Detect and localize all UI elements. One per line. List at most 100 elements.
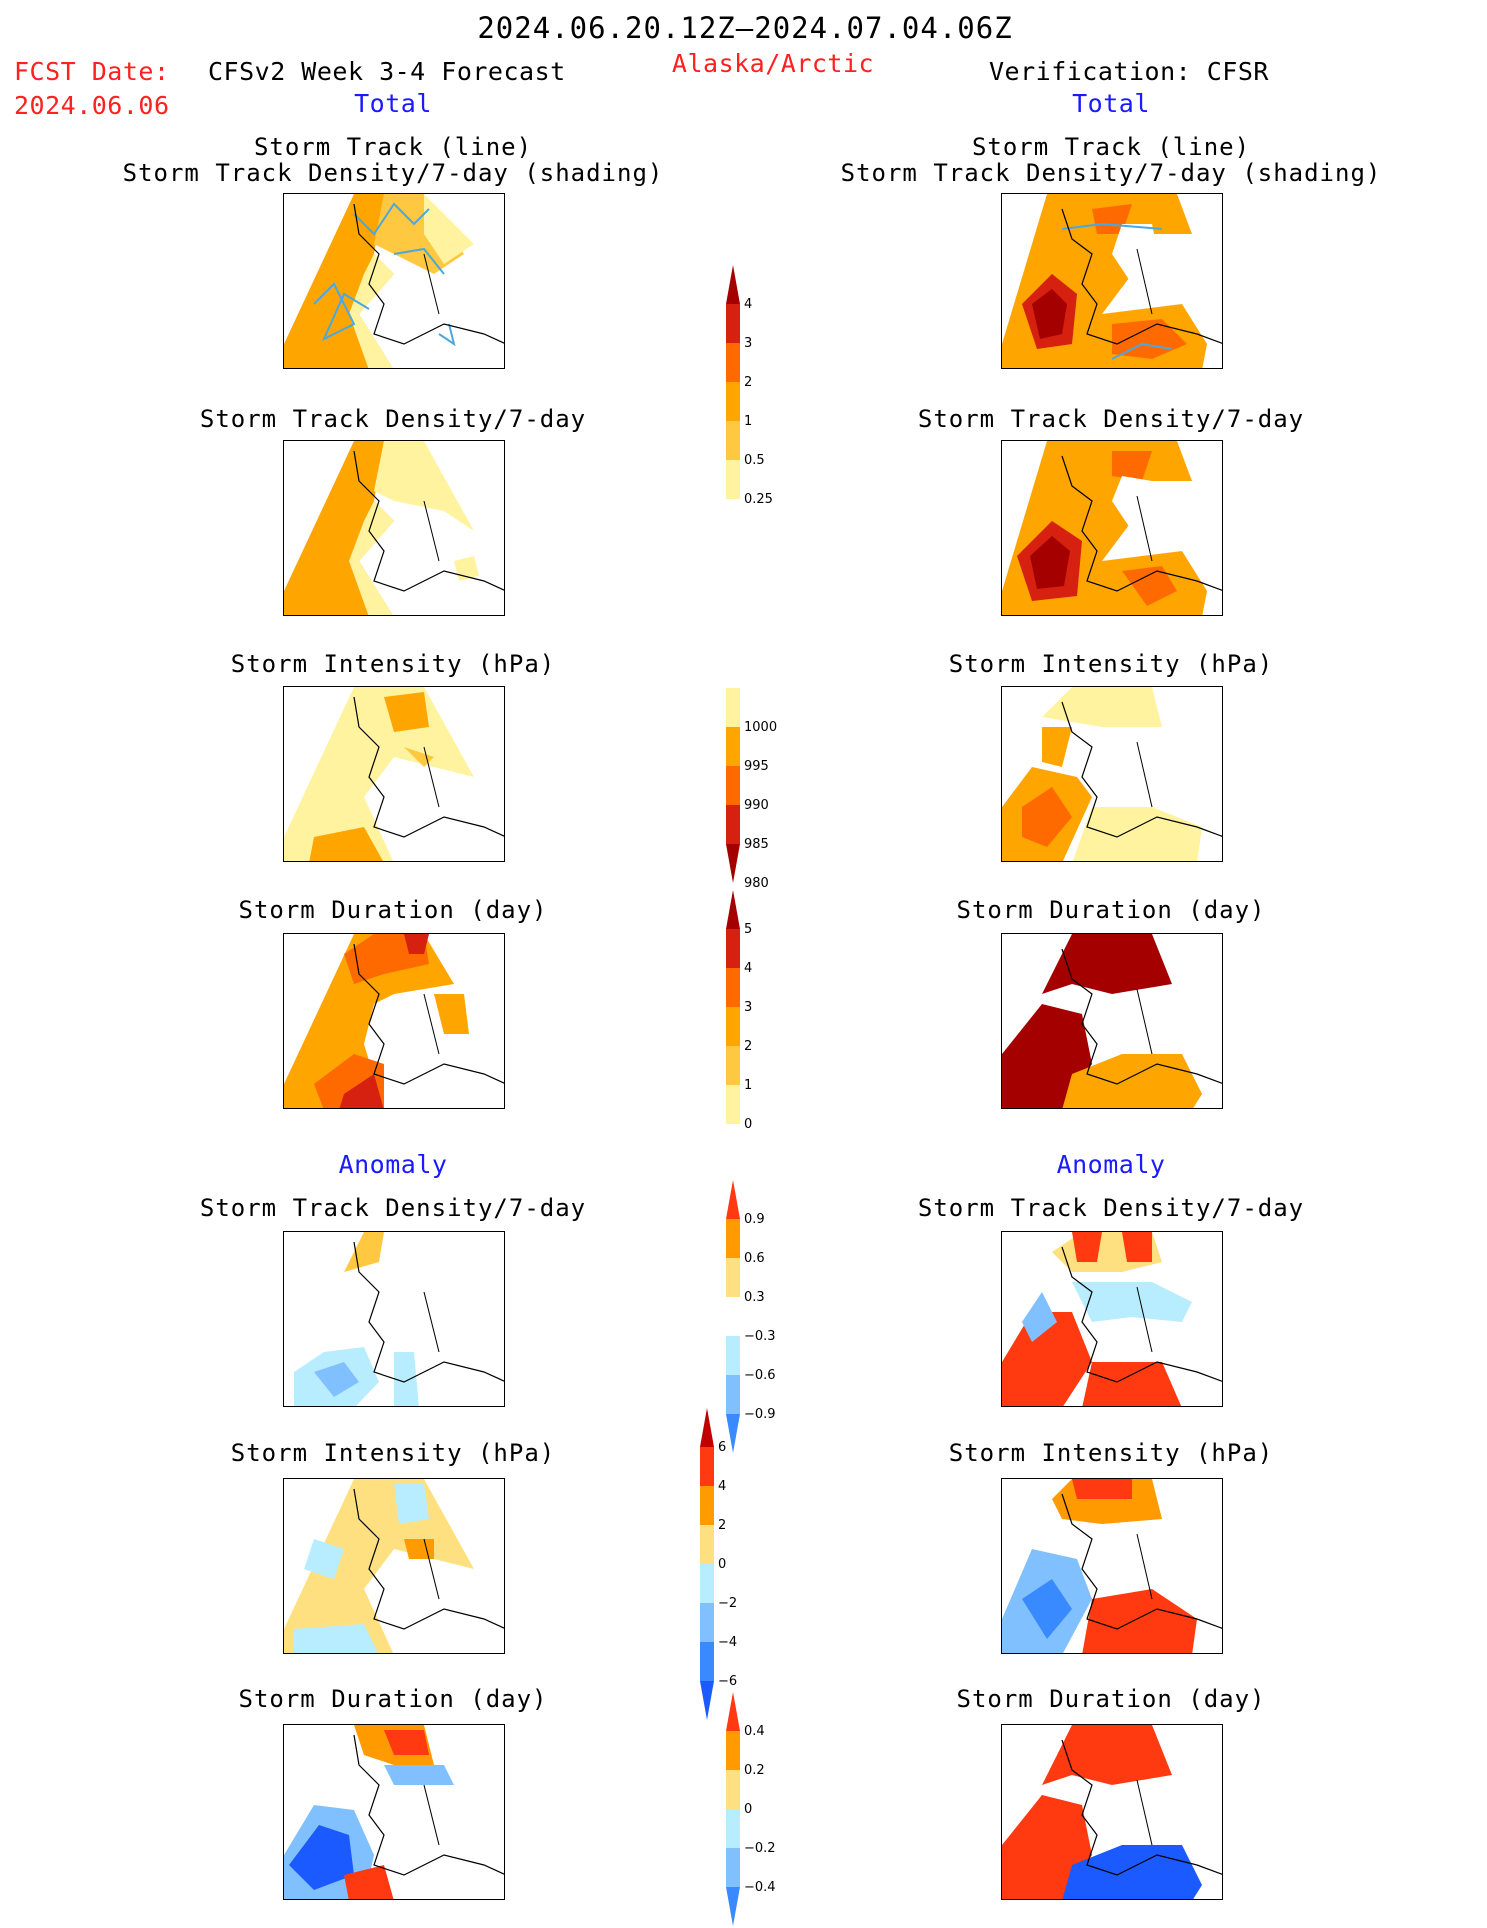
intensity_anom-swatch (700, 1642, 714, 1681)
duration_total-tick-label: 2 (744, 1039, 752, 1054)
density_anom-swatch (726, 1219, 740, 1258)
colorbar-duration-total: 5 4 3 2 1 0 (726, 890, 806, 1174)
intensity_anom-swatch (700, 1603, 714, 1642)
intensity_total-tick-label: 990 (744, 798, 769, 813)
density_anom-swatch (726, 1297, 740, 1336)
intensity_total-tick-label: 1000 (744, 720, 777, 735)
density_total-swatch (726, 421, 740, 460)
intensity_anom-tick-label: −4 (718, 1635, 737, 1650)
model-title: CFSv2 Week 3-4 Forecast (208, 57, 566, 86)
duration_total-swatch (726, 890, 740, 929)
title-duration-left: Storm Duration (day) (238, 896, 548, 924)
title-track-shading-right: Storm Track Density/7-day (shading) (840, 159, 1382, 187)
verification-label: Verification: CFSR (989, 57, 1269, 86)
fcst-date: 2024.06.06 (14, 91, 170, 120)
intensity_total-swatch (726, 766, 740, 805)
duration_total-tick-label: 0 (744, 1117, 752, 1132)
title-anom-duration-left: Storm Duration (day) (238, 1685, 548, 1713)
duration_total-swatch (726, 1085, 740, 1124)
colorbar-intensity-anom: 6 4 2 0 −2 −4 −6 (700, 1408, 780, 1727)
density_total-swatch (726, 460, 740, 499)
duration_anom-swatch (726, 1731, 740, 1770)
fcst-label: FCST Date: (14, 57, 170, 86)
date-range: 2024.06.20.12Z–2024.07.04.06Z (477, 11, 1013, 45)
colorbar-duration-anom: 0.4 0.2 0 −0.2 −0.4 (726, 1692, 806, 1928)
density_total-tick-label: 1 (744, 414, 752, 429)
density_total-tick-label: 0.5 (744, 453, 765, 468)
title-density-left: Storm Track Density/7-day (199, 405, 587, 433)
section-total-right: Total (1072, 89, 1150, 118)
map-track-cfsr (1001, 193, 1223, 369)
intensity_anom-swatch (700, 1681, 714, 1720)
density_total-tick-label: 3 (744, 336, 752, 351)
map-intensity-forecast (283, 686, 505, 862)
density_anom-swatch (726, 1336, 740, 1375)
map-track-forecast (283, 193, 505, 369)
map-anom-duration-forecast (283, 1724, 505, 1900)
duration_anom-tick-label: −0.4 (744, 1880, 776, 1895)
title-anom-density-left: Storm Track Density/7-day (199, 1194, 587, 1222)
duration_total-tick-label: 4 (744, 961, 752, 976)
intensity_total-swatch (726, 844, 740, 883)
density_total-tick-label: 0.25 (744, 492, 773, 507)
map-anom-duration-cfsr (1001, 1724, 1223, 1900)
duration_anom-tick-label: −0.2 (744, 1841, 776, 1856)
intensity_total-swatch (726, 688, 740, 727)
section-anomaly-right: Anomaly (1056, 1150, 1166, 1179)
duration_anom-swatch (726, 1809, 740, 1848)
title-anom-intensity-right: Storm Intensity (hPa) (948, 1439, 1274, 1467)
intensity_anom-swatch (700, 1447, 714, 1486)
title-anom-intensity-left: Storm Intensity (hPa) (230, 1439, 556, 1467)
density_anom-tick-label: −0.9 (744, 1407, 776, 1422)
density_anom-tick-label: 0.9 (744, 1212, 765, 1227)
intensity_anom-tick-label: −2 (718, 1596, 737, 1611)
intensity_total-swatch (726, 727, 740, 766)
map-anom-intensity-cfsr (1001, 1478, 1223, 1654)
density_total-swatch (726, 382, 740, 421)
intensity_anom-tick-label: 4 (718, 1479, 726, 1494)
section-anomaly-left: Anomaly (338, 1150, 448, 1179)
colorbar-density-total: 4 3 2 1 0.5 0.25 (726, 265, 806, 549)
density_anom-tick-label: 0.3 (744, 1290, 765, 1305)
density_anom-swatch (726, 1375, 740, 1414)
intensity_anom-swatch (700, 1408, 714, 1447)
duration_total-tick-label: 1 (744, 1078, 752, 1093)
duration_anom-tick-label: 0.2 (744, 1763, 765, 1778)
duration_anom-tick-label: 0 (744, 1802, 752, 1817)
duration_anom-tick-label: 0.4 (744, 1724, 765, 1739)
colorbar-intensity-total: 1000 995 990 985 980 (726, 650, 806, 894)
title-density-right: Storm Track Density/7-day (917, 405, 1305, 433)
density_total-tick-label: 4 (744, 297, 752, 312)
map-anom-intensity-forecast (283, 1478, 505, 1654)
duration_anom-swatch (726, 1848, 740, 1887)
title-duration-right: Storm Duration (day) (956, 896, 1266, 924)
intensity_total-swatch (726, 805, 740, 844)
density_anom-tick-label: 0.6 (744, 1251, 765, 1266)
intensity_anom-tick-label: 2 (718, 1518, 726, 1533)
density_total-tick-label: 2 (744, 375, 752, 390)
duration_anom-swatch (726, 1887, 740, 1926)
title-anom-density-right: Storm Track Density/7-day (917, 1194, 1305, 1222)
duration_anom-swatch (726, 1692, 740, 1731)
title-track-line-right: Storm Track (line) (971, 133, 1251, 161)
density_anom-tick-label: −0.6 (744, 1368, 776, 1383)
map-intensity-cfsr (1001, 686, 1223, 862)
map-density-forecast (283, 440, 505, 616)
density_total-swatch (726, 343, 740, 382)
duration_total-swatch (726, 1046, 740, 1085)
title-intensity-right: Storm Intensity (hPa) (948, 650, 1274, 678)
duration_total-swatch (726, 968, 740, 1007)
duration_total-swatch (726, 929, 740, 968)
colorbar-density-anom: 0.9 0.6 0.3 −0.3 −0.6 −0.9 (726, 1180, 806, 1464)
section-total-left: Total (354, 89, 432, 118)
intensity_total-tick-label: 995 (744, 759, 769, 774)
map-anom-density-forecast (283, 1231, 505, 1407)
title-intensity-left: Storm Intensity (hPa) (230, 650, 556, 678)
intensity_anom-swatch (700, 1564, 714, 1603)
intensity_total-tick-label: 985 (744, 837, 769, 852)
duration_total-swatch (726, 1007, 740, 1046)
density_anom-tick-label: −0.3 (744, 1329, 776, 1344)
intensity_anom-tick-label: 0 (718, 1557, 726, 1572)
intensity_anom-tick-label: −6 (718, 1674, 737, 1689)
density_anom-swatch (726, 1258, 740, 1297)
